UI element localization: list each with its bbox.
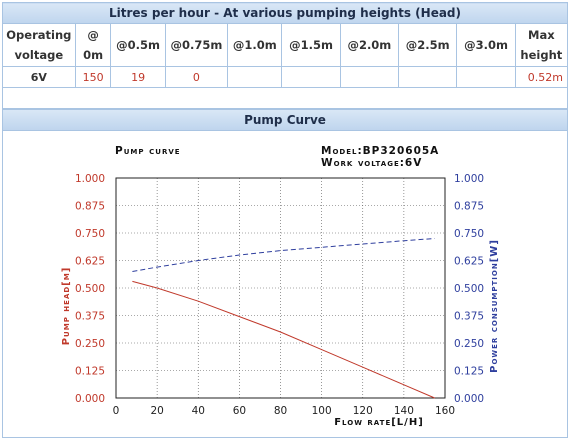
table-cell [398,66,458,88]
header-cell: @1.0m [227,23,283,67]
x-tick-label: 160 [435,405,455,417]
left-tick-label: 0.500 [75,283,105,295]
right-tick-label: 0.875 [454,201,484,213]
header-cell: @2.0m [339,23,400,67]
axes: 0 20 40 60 80 100 120 140 1600.0000.1250.2500.37… [75,173,484,417]
pump-curve-chart: Pump curve Model:BP320605A Work voltage:… [61,145,500,428]
x-tick-label: 140 [394,405,414,417]
table-cell [281,66,341,88]
table-header-row: Operating voltage @0m @0.5m @0.75m @1.0m … [2,23,569,67]
series-group [132,238,435,399]
header-cell: @0m [74,23,112,67]
right-tick-label: 0.500 [454,283,484,295]
left-tick-label: 0.625 [75,256,105,268]
table-cell [227,66,283,88]
table-spacer [2,87,568,109]
x-axis-label: Flow rate[L/H] [334,417,424,428]
x-tick-label: 120 [353,405,373,417]
table-title: Litres per hour - At various pumping hei… [2,2,568,24]
right-tick-label: 0.750 [454,228,484,240]
right-tick-label: 1.000 [454,173,484,185]
header-cell: @0.75m [164,23,229,67]
flow-rate-table: Litres per hour - At various pumping hei… [2,2,569,109]
header-cell: @0.5m [110,23,166,67]
model-label: Model:BP320605A [321,145,439,157]
page: Litres per hour - At various pumping hei… [2,2,569,438]
left-tick-label: 0.000 [75,393,105,405]
left-tick-label: 0.375 [75,311,105,323]
left-tick-label: 0.125 [75,366,105,378]
chart-heading: Pump curve [115,145,181,157]
table-cell [339,66,400,88]
table-cell: 0.52m [514,66,569,88]
grid [115,177,446,399]
x-tick-label: 100 [312,405,332,417]
x-tick-label: 60 [233,405,246,417]
table-cell: 0 [164,66,229,88]
pump-curve-panel: Pump curve Model:BP320605A Work voltage:… [2,131,568,438]
left-tick-label: 1.000 [75,173,105,185]
header-cell: @3.0m [456,23,516,67]
left-tick-label: 0.875 [75,201,105,213]
x-tick-label: 20 [150,405,163,417]
pump-curve-title: Pump Curve [2,109,568,131]
table-cell: 150 [74,66,112,88]
right-tick-label: 0.250 [454,338,484,350]
header-cell: @2.5m [398,23,458,67]
voltage-label: Work voltage:6V [321,157,422,169]
left-axis-label: Pump head[m] [61,267,72,346]
x-tick-label: 80 [274,405,287,417]
header-cell: Max height [514,23,569,67]
left-tick-label: 0.750 [75,228,105,240]
power-consumption-line [132,238,435,272]
right-axis-label: Power consumption[W] [489,239,500,373]
table-cell [456,66,516,88]
table-cell: 19 [110,66,166,88]
header-cell: @1.5m [281,23,341,67]
right-tick-label: 0.000 [454,393,484,405]
x-tick-label: 40 [192,405,205,417]
right-tick-label: 0.625 [454,256,484,268]
right-tick-label: 0.375 [454,311,484,323]
table-cell: 6V [2,66,76,88]
x-tick-label: 0 [113,405,120,417]
right-tick-label: 0.125 [454,366,484,378]
left-tick-label: 0.250 [75,338,105,350]
plot-frame [115,177,446,399]
pump-head-line [132,280,435,399]
table-row: 6V 150 19 0 0.52m [2,66,569,88]
header-cell: Operating voltage [2,23,76,67]
